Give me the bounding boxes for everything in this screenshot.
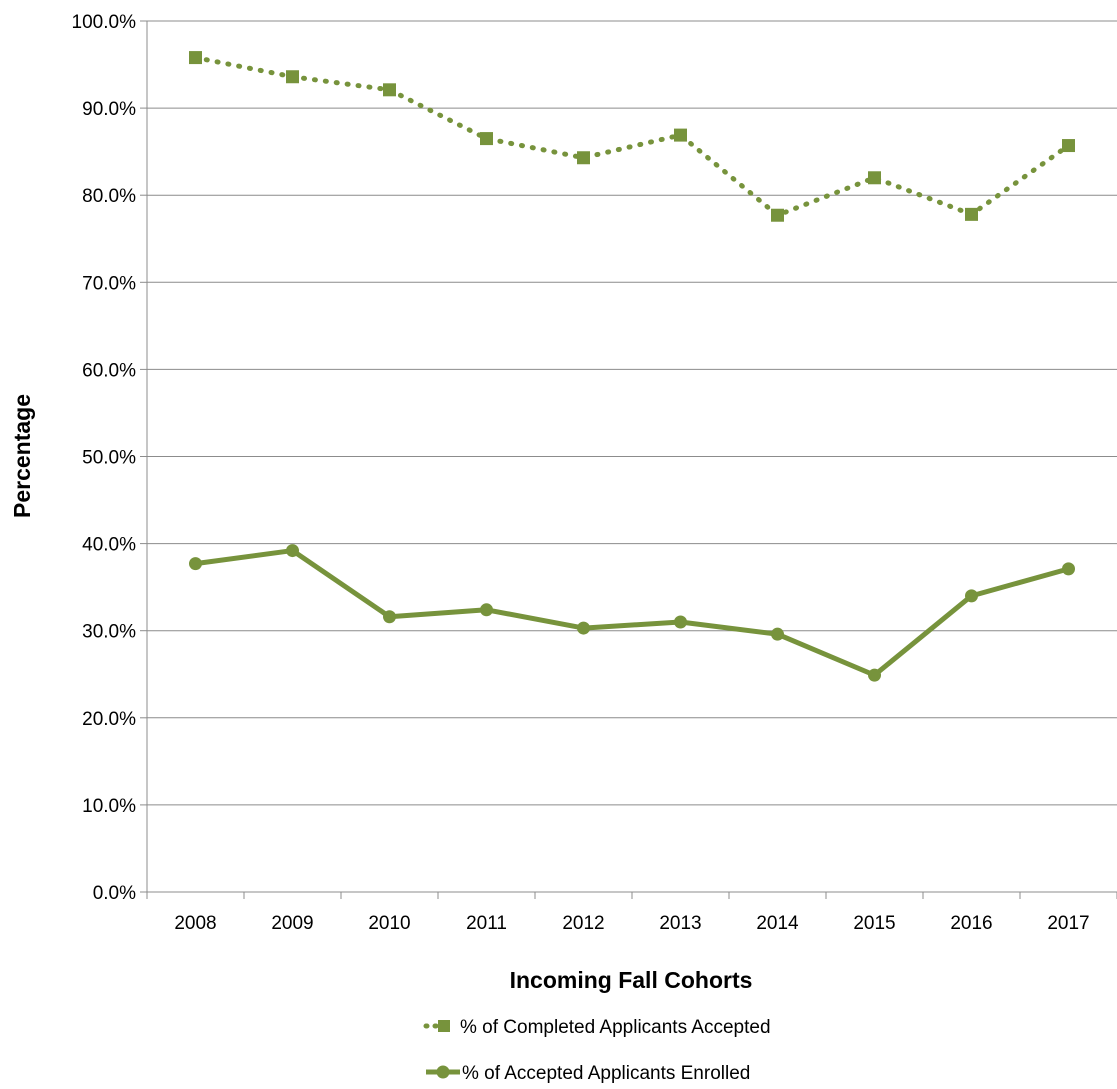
- y-axis-title: Percentage: [9, 394, 35, 518]
- data-point: [286, 70, 299, 84]
- data-point: [965, 207, 978, 221]
- data-point: [868, 668, 881, 682]
- legend-label-accepted: % of Completed Applicants Accepted: [460, 1017, 771, 1038]
- data-point: [577, 151, 590, 165]
- y-axis-ticks: 0.0% 10.0% 20.0% 30.0% 40.0% 50.0% 60.0% 70.0% 8…: [72, 12, 147, 904]
- y-tick-label: 70.0%: [82, 273, 136, 294]
- x-tick-label: 2009: [271, 913, 313, 934]
- data-point: [480, 132, 493, 146]
- x-tick-label: 2013: [659, 913, 701, 934]
- data-point: [480, 603, 493, 617]
- x-tick-label: 2014: [756, 913, 799, 934]
- y-tick-label: 40.0%: [82, 535, 136, 556]
- axes: [146, 21, 1117, 899]
- legend-swatch-accepted-marker: [438, 1020, 450, 1032]
- data-point: [674, 615, 687, 629]
- data-point: [286, 544, 299, 558]
- series-layer: [189, 51, 1075, 682]
- series-1: [189, 544, 1075, 682]
- series-line-1: [193, 548, 1071, 678]
- legend-label-enrolled: % of Accepted Applicants Enrolled: [462, 1063, 750, 1084]
- x-axis-ticks: 2008 2009 2010 2011 2012 2013 2014 2015 2016 2017: [146, 892, 1117, 934]
- series-0: [189, 51, 1075, 222]
- data-point: [1062, 562, 1075, 576]
- legend-item-accepted: % of Completed Applicants Accepted: [423, 1017, 771, 1038]
- legend-swatch-enrolled-marker: [436, 1065, 450, 1079]
- data-point: [383, 83, 396, 97]
- y-tick-label: 30.0%: [82, 622, 136, 643]
- legend: % of Completed Applicants Accepted % of …: [423, 1017, 771, 1084]
- y-tick-label: 80.0%: [82, 186, 136, 207]
- series-line-0: [193, 55, 1071, 218]
- data-point: [189, 557, 202, 571]
- data-point: [868, 171, 881, 185]
- x-tick-label: 2017: [1047, 913, 1089, 934]
- y-tick-label: 50.0%: [82, 448, 136, 469]
- data-point: [674, 128, 687, 142]
- data-point: [771, 627, 784, 641]
- x-tick-label: 2016: [950, 913, 992, 934]
- data-point: [771, 208, 784, 222]
- x-tick-label: 2010: [368, 913, 410, 934]
- y-tick-label: 100.0%: [72, 12, 137, 33]
- y-tick-label: 90.0%: [82, 99, 136, 120]
- legend-item-enrolled: % of Accepted Applicants Enrolled: [426, 1063, 750, 1084]
- x-tick-label: 2012: [562, 913, 604, 934]
- y-tick-label: 60.0%: [82, 360, 136, 381]
- x-tick-label: 2011: [466, 913, 507, 934]
- data-point: [189, 51, 202, 65]
- data-point: [383, 610, 396, 624]
- data-point: [1062, 139, 1075, 153]
- x-tick-label: 2008: [174, 913, 216, 934]
- data-point: [577, 621, 590, 635]
- data-point: [965, 589, 978, 603]
- y-tick-label: 20.0%: [82, 709, 136, 730]
- y-tick-label: 10.0%: [82, 796, 136, 817]
- x-axis-title: Incoming Fall Cohorts: [510, 967, 753, 993]
- y-tick-label: 0.0%: [93, 883, 136, 904]
- gridlines: [147, 20, 1117, 806]
- x-tick-label: 2015: [853, 913, 895, 934]
